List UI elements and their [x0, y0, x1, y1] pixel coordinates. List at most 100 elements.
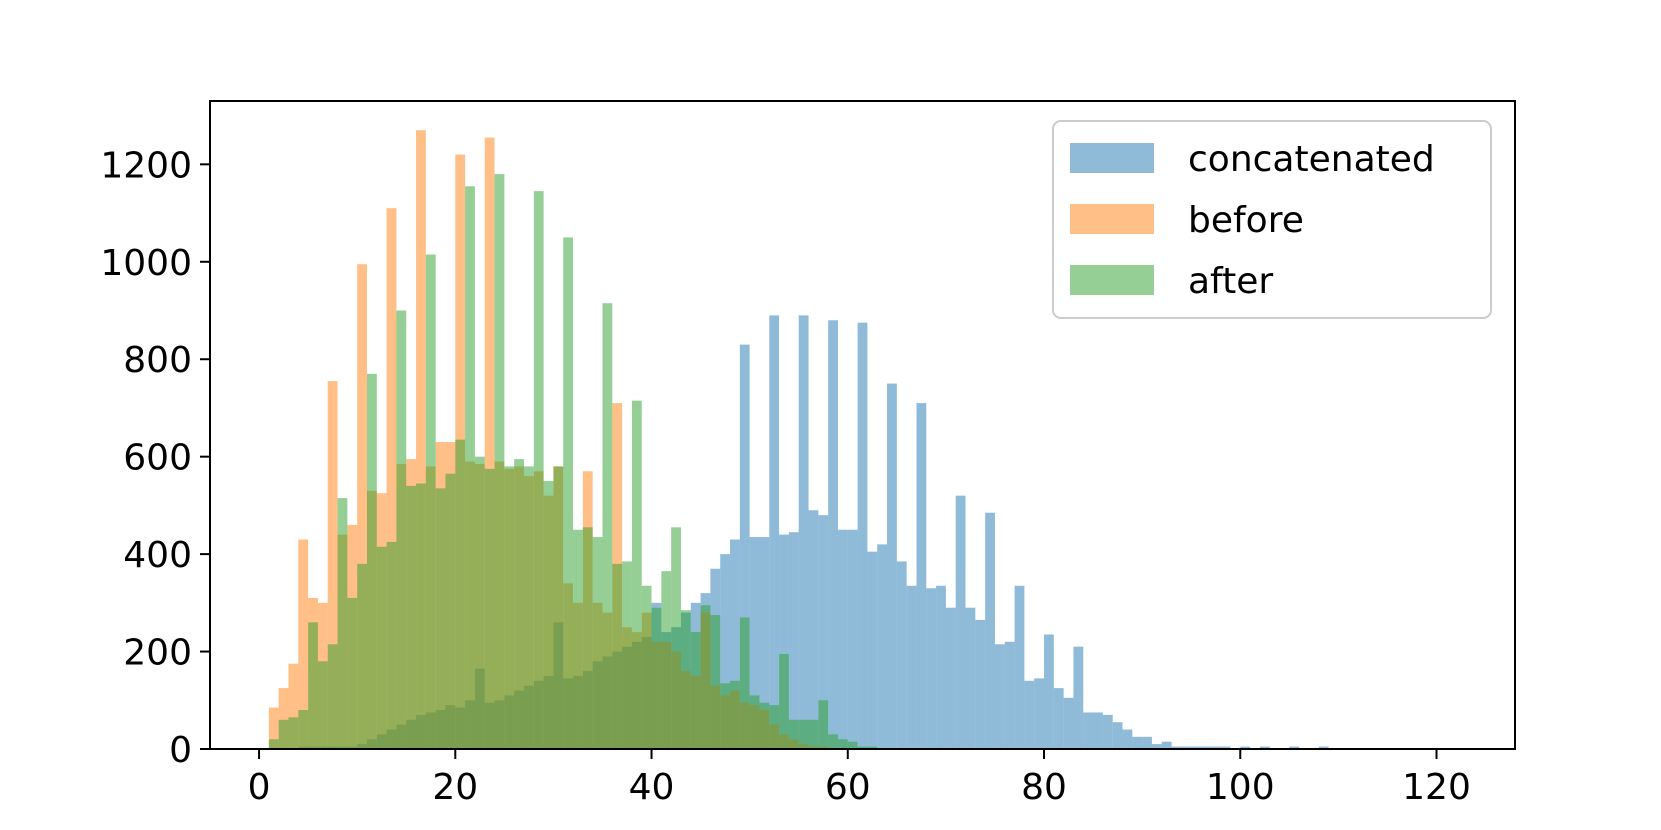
bar-after-59 — [837, 739, 848, 749]
bar-concatenated-65 — [896, 561, 907, 749]
bar-concatenated-92 — [1161, 741, 1172, 749]
bar-after-44 — [690, 632, 701, 749]
bar-after-21 — [465, 186, 475, 749]
bar-after-62 — [867, 746, 878, 749]
bar-concatenated-53 — [779, 534, 789, 749]
y-tick-label-0: 0 — [169, 730, 192, 771]
bar-before-3 — [288, 663, 299, 749]
bar-after-58 — [828, 734, 838, 749]
bar-concatenated-90 — [1142, 736, 1152, 749]
bar-after-17 — [425, 254, 436, 749]
x-tick-label-60: 60 — [825, 767, 871, 808]
bar-after-6 — [317, 661, 328, 749]
bar-after-11 — [366, 373, 377, 749]
bar-after-13 — [386, 541, 397, 749]
bar-after-55 — [798, 719, 809, 749]
bar-after-33 — [582, 527, 593, 749]
bar-concatenated-64 — [887, 383, 897, 749]
bar-concatenated-78 — [1024, 680, 1035, 749]
bar-concatenated-51 — [759, 537, 770, 749]
series-after — [268, 174, 878, 750]
bar-concatenated-79 — [1034, 678, 1045, 749]
bar-concatenated-48 — [730, 539, 740, 749]
bar-after-36 — [612, 563, 623, 749]
bar-after-5 — [308, 622, 318, 749]
bar-after-20 — [455, 439, 466, 749]
bar-after-51 — [759, 702, 770, 749]
bar-after-42 — [671, 527, 681, 749]
bar-after-9 — [347, 597, 358, 749]
bar-concatenated-47 — [720, 554, 731, 749]
bar-concatenated-57 — [818, 515, 829, 749]
bar-concatenated-70 — [945, 607, 956, 749]
bar-before-13 — [386, 208, 397, 749]
bar-concatenated-69 — [936, 585, 946, 749]
bar-after-15 — [406, 485, 417, 749]
legend-frame — [1052, 120, 1492, 319]
y-tick-label-1200: 1200 — [100, 145, 192, 186]
legend-label-before: before — [1188, 200, 1304, 241]
bar-after-54 — [788, 719, 799, 749]
bar-after-52 — [769, 705, 780, 749]
bar-after-32 — [573, 529, 583, 749]
bar-after-29 — [543, 481, 554, 749]
plot-frame — [209, 100, 1516, 750]
bar-after-46 — [710, 615, 721, 749]
bar-after-56 — [808, 719, 819, 749]
y-tick-label-400: 400 — [123, 535, 192, 576]
bar-concatenated-97 — [1210, 746, 1221, 749]
bar-after-1 — [268, 739, 279, 749]
bar-after-49 — [739, 617, 750, 749]
bar-concatenated-76 — [1004, 641, 1015, 749]
bar-concatenated-93 — [1171, 746, 1182, 749]
bar-concatenated-58 — [828, 320, 838, 749]
bar-after-23 — [484, 468, 495, 749]
bar-concatenated-102 — [1259, 746, 1270, 749]
y-tick-label-200: 200 — [123, 633, 192, 674]
bar-concatenated-81 — [1053, 688, 1064, 749]
bar-concatenated-74 — [985, 512, 995, 749]
bar-before-2 — [278, 688, 289, 749]
bar-concatenated-94 — [1181, 746, 1192, 749]
bar-after-25 — [504, 466, 515, 749]
bar-after-4 — [298, 710, 309, 749]
bar-after-41 — [661, 571, 672, 749]
bar-concatenated-50 — [749, 537, 760, 749]
legend-swatch-concatenated — [1070, 143, 1154, 173]
bar-concatenated-82 — [1063, 697, 1074, 749]
bar-after-48 — [730, 680, 740, 749]
bar-after-24 — [494, 174, 505, 749]
bar-after-53 — [779, 653, 789, 749]
bar-after-38 — [631, 400, 642, 749]
legend-label-after: after — [1188, 261, 1273, 302]
bar-after-8 — [337, 498, 348, 749]
x-tick-label-100: 100 — [1206, 767, 1275, 808]
bar-concatenated-68 — [926, 588, 937, 749]
bar-concatenated-73 — [975, 619, 986, 749]
bar-concatenated-87 — [1112, 722, 1123, 749]
bar-concatenated-96 — [1201, 746, 1211, 749]
bar-concatenated-89 — [1132, 736, 1143, 749]
legend-swatch-before — [1070, 204, 1154, 234]
bar-after-7 — [327, 644, 338, 749]
bar-concatenated-59 — [837, 529, 848, 749]
bar-after-61 — [857, 746, 868, 749]
bar-concatenated-56 — [808, 510, 819, 749]
bar-concatenated-88 — [1122, 729, 1133, 749]
x-tick-label-120: 120 — [1402, 767, 1471, 808]
bar-after-50 — [749, 695, 760, 749]
x-tick-label-80: 80 — [1021, 767, 1067, 808]
legend-swatch-after — [1070, 265, 1154, 295]
bar-after-16 — [416, 483, 426, 749]
bar-concatenated-49 — [739, 344, 750, 749]
bar-after-45 — [700, 605, 711, 749]
bar-before-23 — [484, 137, 495, 750]
bars-layer — [268, 130, 1329, 750]
bar-concatenated-91 — [1151, 744, 1162, 749]
bar-after-28 — [533, 191, 544, 749]
bar-after-10 — [357, 563, 367, 749]
bar-before-1 — [268, 707, 279, 749]
bar-concatenated-52 — [769, 315, 780, 749]
bar-concatenated-63 — [877, 544, 888, 749]
